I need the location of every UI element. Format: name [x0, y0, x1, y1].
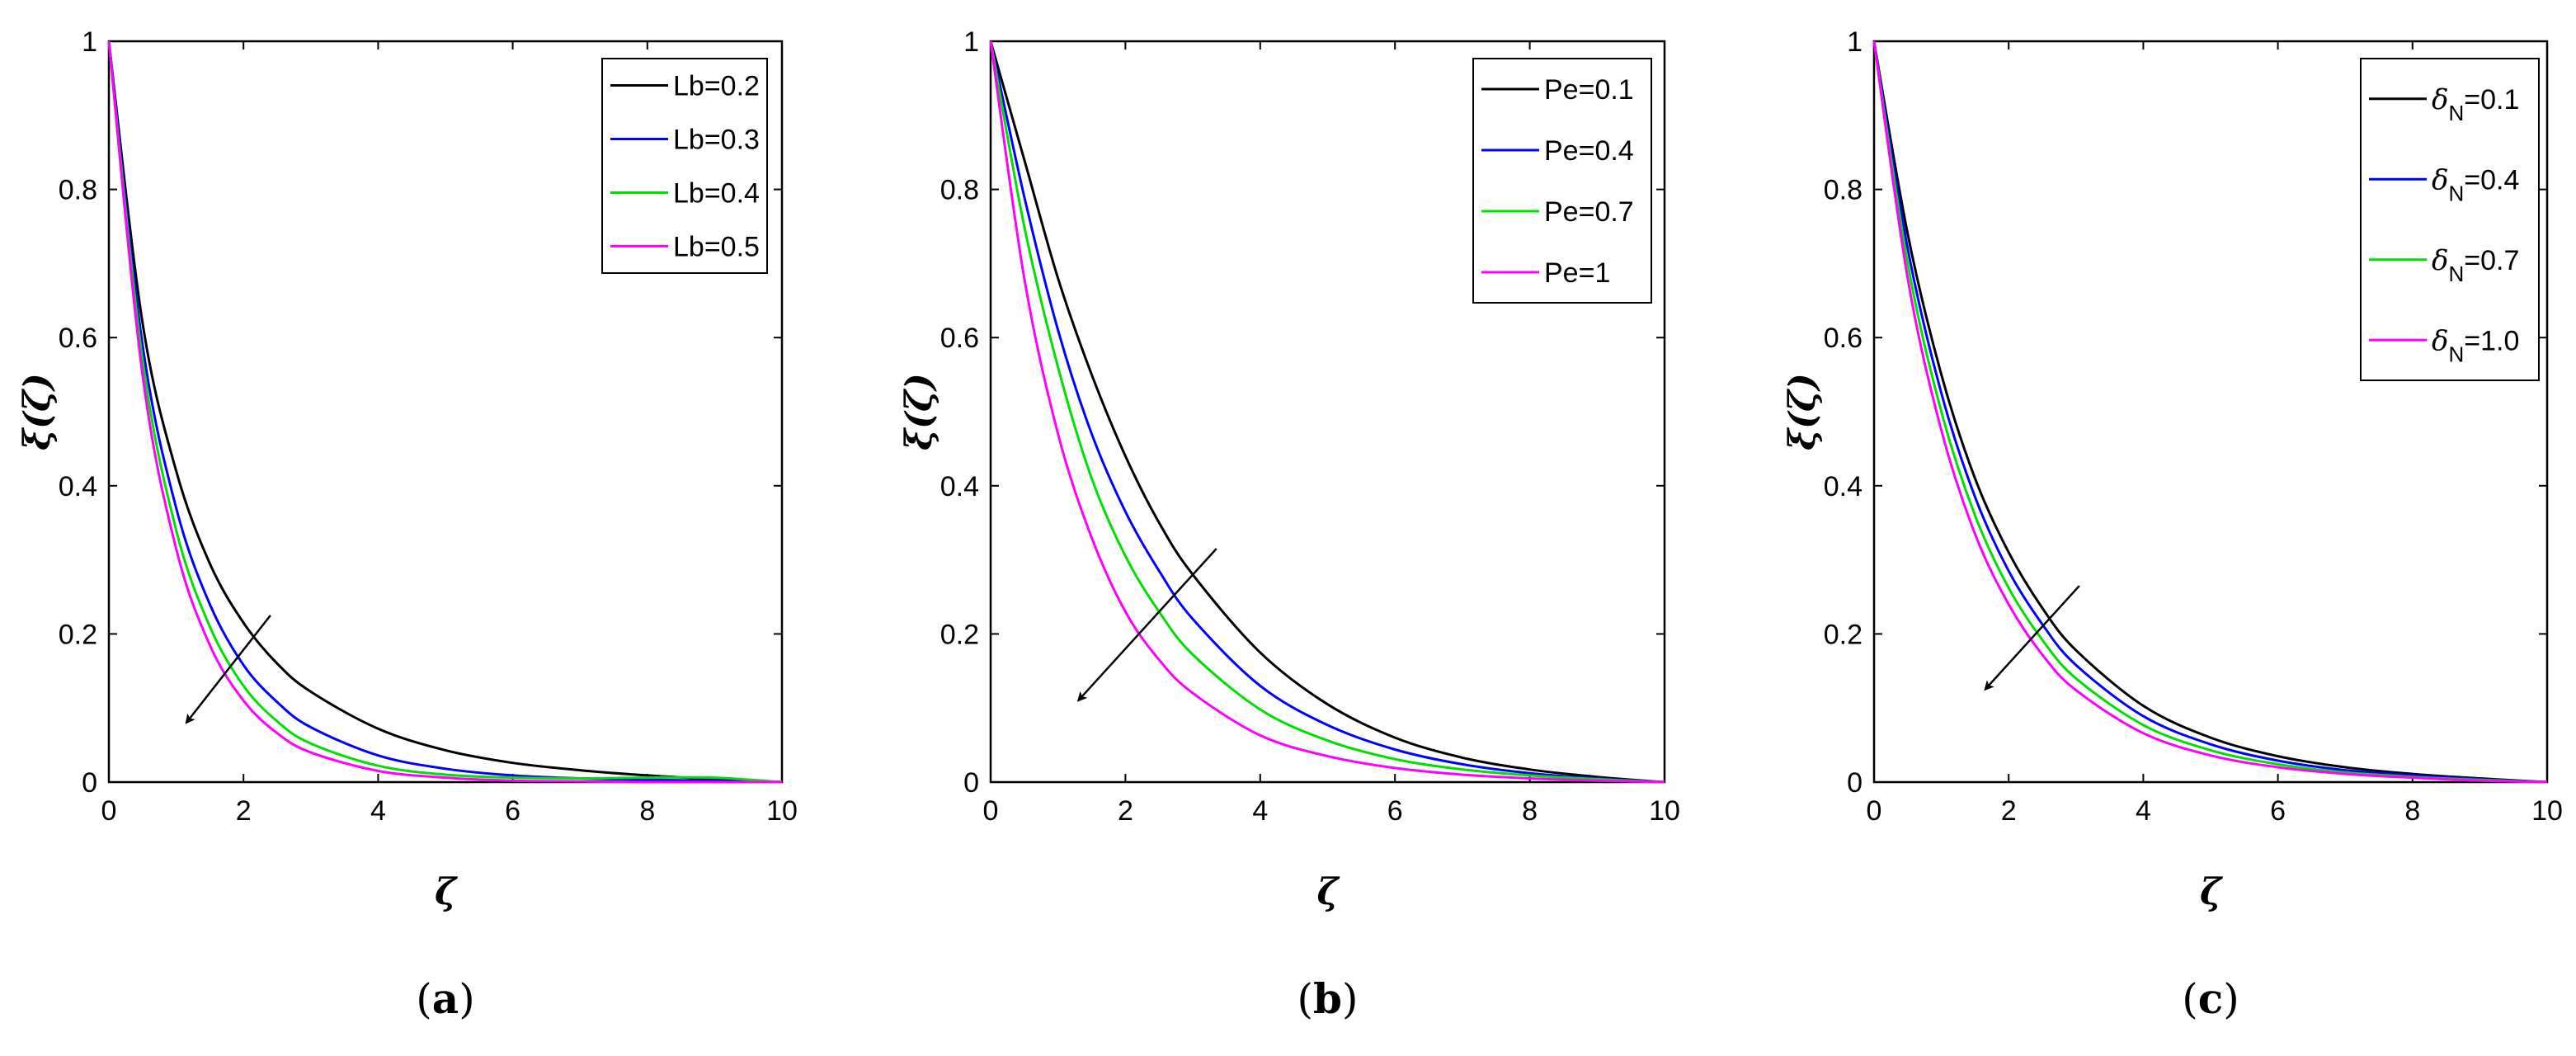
x-tick-label: 10: [2531, 795, 2563, 827]
series-line-4: [107, 40, 782, 784]
legend-label: δN=0.4: [2432, 163, 2519, 205]
legend-label: δN=1.0: [2432, 324, 2519, 366]
legend: Pe=0.1 Pe=0.4 Pe=0.7 Pe=1: [1472, 58, 1652, 304]
legend-label: Pe=0.4: [1544, 135, 1634, 167]
y-tick-label: 0.4: [940, 471, 979, 502]
series-line-2: [1872, 40, 2548, 784]
y-tick-label: 0.8: [940, 175, 979, 206]
legend-label: Lb=0.2: [673, 71, 760, 102]
series-line-3: [107, 40, 783, 784]
x-tick-label: 2: [2001, 795, 2017, 827]
x-tick-label: 0: [101, 795, 117, 827]
y-tick-label: 0.6: [59, 323, 97, 354]
series-line-1: [107, 40, 783, 784]
y-tick-label: 0.2: [940, 619, 979, 650]
x-tick-label: 4: [1252, 795, 1268, 827]
y-tick-label: 1: [82, 26, 97, 58]
x-tick-label: 0: [1867, 795, 1882, 827]
y-tick-label: 1: [963, 26, 979, 58]
legend-box: [601, 58, 768, 274]
legend-label: Lb=0.4: [673, 178, 760, 210]
panel-label: (c): [2182, 974, 2239, 1023]
x-axis-label: ζ: [1316, 871, 1340, 913]
plot-frame: [989, 40, 1666, 784]
legend-label: Lb=0.3: [673, 125, 760, 156]
x-axis-label: ζ: [435, 871, 458, 913]
plot-frame: [1872, 40, 2549, 784]
x-tick-label: 6: [1387, 795, 1403, 827]
legend-label: Pe=0.7: [1544, 196, 1634, 228]
x-tick-label: 2: [1118, 795, 1133, 827]
legend-label: Pe=0.1: [1544, 74, 1634, 106]
x-tick-label: 6: [2270, 795, 2286, 827]
x-tick-label: 8: [1522, 795, 1538, 827]
x-tick-label: 8: [2404, 795, 2420, 827]
legend-label: Lb=0.5: [673, 232, 760, 263]
y-tick-label: 0: [963, 767, 979, 799]
y-tick-label: 0.8: [1824, 175, 1863, 206]
trend-arrow: [1984, 585, 2080, 691]
series-line-2: [107, 40, 783, 784]
x-tick-label: 0: [983, 795, 999, 827]
series-line-3: [989, 40, 1665, 784]
series-line-2: [989, 40, 1665, 784]
panel-label: (b): [1297, 974, 1359, 1023]
y-axis-label: ξ(ζ): [16, 373, 59, 450]
trend-arrow: [1076, 548, 1217, 702]
y-tick-label: 0.4: [1824, 471, 1863, 502]
legend-box: [1472, 58, 1652, 304]
legend-label: δN=0.1: [2432, 83, 2519, 125]
x-tick-label: 4: [2136, 795, 2151, 827]
x-tick-label: 10: [766, 795, 798, 827]
legend: δN=0.1 δN=0.4 δN=0.7 δN=1.0: [2360, 58, 2540, 381]
x-tick-label: 6: [505, 795, 520, 827]
series-line-1: [989, 40, 1665, 784]
y-tick-label: 0: [82, 767, 97, 799]
x-tick-label: 4: [370, 795, 386, 827]
y-tick-label: 0.8: [59, 175, 97, 206]
y-tick-label: 0.4: [59, 471, 97, 502]
y-tick-label: 0.2: [59, 619, 97, 650]
y-tick-label: 0.2: [1824, 619, 1863, 650]
panel-c: 00.20.40.60.810 2 4 6 8 10ζξ(ζ)δN=0.1δN=0.4δN…: [1782, 26, 2563, 1023]
trend-arrow: [185, 615, 271, 724]
x-tick-label: 2: [236, 795, 252, 827]
series-line-4: [1872, 40, 2548, 784]
plot-frame: [107, 40, 784, 784]
x-tick-label: 8: [639, 795, 655, 827]
y-tick-label: 0.6: [940, 323, 979, 354]
legend: Lb=0.2 Lb=0.3 Lb=0.4 Lb=0.5: [601, 58, 768, 274]
y-tick-label: 1: [1847, 26, 1863, 58]
y-tick-label: 0: [1847, 767, 1863, 799]
y-tick-label: 0.6: [1824, 323, 1863, 354]
panel-label: (a): [416, 974, 474, 1023]
series-line-1: [1872, 40, 2548, 784]
x-axis-label: ζ: [2200, 871, 2223, 913]
series-line-4: [989, 40, 1665, 784]
panel-b: 00.20.40.60.810 2 4 6 8 10ζξ(ζ)Pe=0.1Pe=0.4Pe…: [898, 26, 1680, 1023]
y-axis-label: ξ(ζ): [1782, 373, 1824, 450]
panel-a: 00.20.40.60.810 2 4 6 8 10ζξ(ζ)Lb=0.2Lb=0.3Lb…: [16, 26, 798, 1023]
legend-box: [2360, 58, 2540, 381]
legend-label: Pe=1: [1544, 257, 1610, 289]
x-tick-label: 10: [1649, 795, 1680, 827]
legend-label: δN=0.7: [2432, 244, 2519, 286]
y-axis-label: ξ(ζ): [898, 373, 940, 450]
